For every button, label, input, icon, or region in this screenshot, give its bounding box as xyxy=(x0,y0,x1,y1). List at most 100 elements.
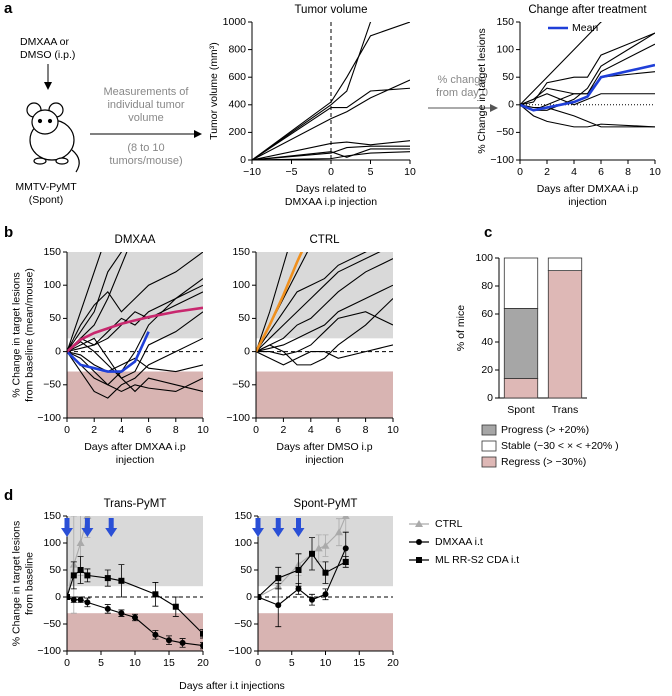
chart-title: Tumor volume xyxy=(294,4,367,16)
x-axis-label: Days after i.t injections xyxy=(179,680,285,692)
injection-arrow xyxy=(272,518,285,537)
y-tick-label: 150 xyxy=(232,246,250,258)
series-line xyxy=(252,145,410,160)
chart-title: Change after treatment xyxy=(528,4,647,16)
injection-arrow xyxy=(252,518,264,537)
x-tick-label: Trans xyxy=(552,404,578,416)
legend-label: CTRL xyxy=(435,518,463,530)
legend-swatch xyxy=(481,456,497,468)
marker xyxy=(309,596,315,603)
marker xyxy=(166,637,172,644)
series-line xyxy=(67,337,203,399)
x-tick-label: 2 xyxy=(280,424,286,436)
y-tick-label: 0 xyxy=(244,345,250,357)
y-tick-label: 150 xyxy=(43,510,61,522)
legend-marker xyxy=(415,520,423,527)
series-line xyxy=(252,148,410,160)
injection-arrow xyxy=(105,518,118,537)
panel-label: b xyxy=(4,224,13,241)
arrow-text: % change xyxy=(438,74,487,86)
y-tick-label: 100 xyxy=(496,43,514,55)
y-tick-label: −100 xyxy=(37,412,61,424)
y-tick-label: 150 xyxy=(43,246,61,258)
x-tick-label: 10 xyxy=(320,657,332,669)
marker xyxy=(77,596,84,603)
plot xyxy=(252,22,410,160)
y-tick-label: −50 xyxy=(234,618,252,630)
diagram-text: DMSO (i.p.) xyxy=(20,49,75,61)
mouse-icon xyxy=(26,102,80,173)
bar-segment xyxy=(503,257,539,309)
x-tick-label: 5 xyxy=(98,657,104,669)
y-tick-label: 150 xyxy=(496,16,514,28)
x-axis-label: injection xyxy=(568,196,607,208)
y-tick-label: 60 xyxy=(481,308,493,320)
band xyxy=(256,252,393,339)
y-axis-label: Tumor volume (mm³) xyxy=(208,42,220,140)
marker xyxy=(104,575,111,582)
chart-title: Trans-PyMT xyxy=(104,498,167,510)
x-tick-label: 0 xyxy=(64,657,70,669)
x-axis-label: Days related to xyxy=(296,183,367,195)
legend-marker xyxy=(416,539,422,545)
series-line xyxy=(67,252,102,352)
x-tick-label: 0 xyxy=(64,424,70,436)
marker xyxy=(341,516,350,519)
x-axis-label: DMXAA i.p injection xyxy=(285,196,377,208)
y-tick-label: 50 xyxy=(49,564,61,576)
marker xyxy=(77,567,84,573)
marker xyxy=(275,575,282,582)
bar-segment xyxy=(547,270,583,399)
plot xyxy=(67,516,203,651)
series-line xyxy=(252,22,372,160)
marker xyxy=(335,528,343,536)
series-line xyxy=(252,22,410,160)
series-line xyxy=(256,344,393,366)
band xyxy=(258,613,393,651)
y-tick-label: 0 xyxy=(487,392,493,404)
injection-arrow xyxy=(292,518,305,537)
y-tick-label: 0 xyxy=(55,345,61,357)
series-line xyxy=(520,104,655,128)
y-tick-label: 200 xyxy=(228,126,246,138)
error-bar xyxy=(200,629,203,639)
series-line xyxy=(252,79,410,160)
legend-label: ML RR-S2 CDA i.t xyxy=(435,554,519,566)
marker xyxy=(322,591,329,598)
legend-label: Progress (> +20%) xyxy=(501,424,589,436)
y-axis-label: % Change in target lesions xyxy=(10,272,22,398)
plot xyxy=(520,22,655,128)
diagram-text: MMTV-PyMT xyxy=(15,181,77,193)
series-line xyxy=(67,252,123,352)
marker xyxy=(309,550,315,557)
diagram-text: (Spont) xyxy=(29,194,63,206)
y-tick-label: 100 xyxy=(475,252,493,264)
x-tick-label: 20 xyxy=(197,657,209,669)
y-tick-label: 150 xyxy=(234,510,252,522)
legend-label: Regress (> −30%) xyxy=(501,456,586,468)
error-bar xyxy=(200,641,203,650)
legend-label: Mean xyxy=(572,22,598,34)
diagram-text: (8 to 10 xyxy=(127,142,164,154)
marker xyxy=(321,541,330,549)
series-line xyxy=(256,252,381,352)
x-tick-label: 4 xyxy=(308,424,314,436)
y-tick-label: 100 xyxy=(234,537,252,549)
x-tick-label: 0 xyxy=(253,424,259,436)
series-line xyxy=(67,311,203,379)
x-tick-label: 8 xyxy=(363,424,369,436)
series-line xyxy=(67,331,150,373)
marker xyxy=(172,603,179,610)
bar-segment xyxy=(503,307,539,379)
x-tick-label: 0 xyxy=(255,657,261,669)
y-tick-label: 50 xyxy=(49,312,61,324)
series-line xyxy=(520,22,603,106)
marker xyxy=(179,639,186,646)
x-tick-label: 6 xyxy=(335,424,341,436)
marker xyxy=(118,610,125,617)
chart-title: DMXAA xyxy=(115,234,156,246)
series-line xyxy=(256,252,367,352)
series-line xyxy=(252,151,410,160)
series-line xyxy=(256,252,304,353)
y-tick-label: 600 xyxy=(228,71,246,83)
